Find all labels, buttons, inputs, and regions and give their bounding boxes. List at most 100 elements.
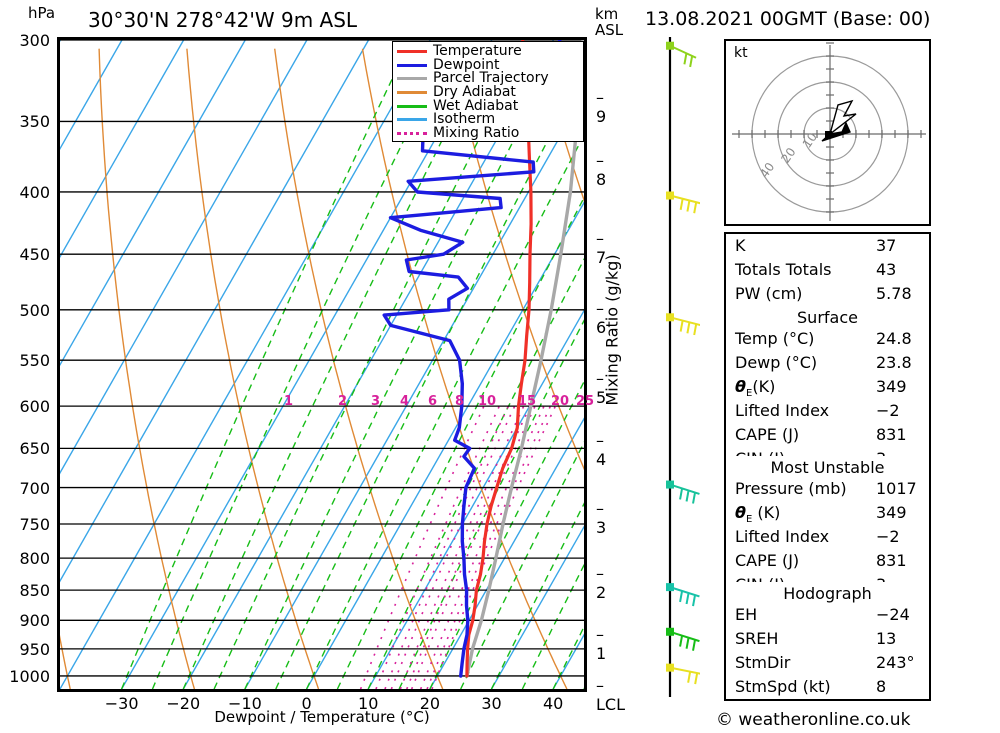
hodograph-unit-label: kt — [734, 45, 748, 61]
height-tick: – 1 — [596, 625, 607, 663]
skewt-grid — [60, 40, 584, 689]
row-label: PW (cm) — [735, 284, 803, 303]
pressure-tick: 800 — [19, 549, 50, 569]
row-label: CAPE (J) — [735, 551, 800, 570]
row-value: 24.8 — [876, 329, 912, 348]
pressure-tick: 550 — [19, 351, 50, 371]
lcl-label: – LCL — [596, 676, 625, 714]
row-value: 13 — [876, 629, 897, 648]
height-unit-label: km ASL — [595, 6, 623, 38]
temperature-tick: 20 — [419, 694, 441, 713]
row-value: 831 — [876, 425, 907, 444]
footer-copyright: © weatheronline.co.uk — [716, 710, 911, 730]
height-tick: – 8 — [596, 151, 607, 189]
table-row: Dewp (°C) 23.8 — [726, 351, 929, 375]
page-title: 30°30'N 278°42'W 9m ASL — [88, 8, 358, 32]
table-row: Lifted Index −2 — [726, 525, 929, 549]
legend-item: Mixing Ratio — [397, 126, 579, 141]
height-unit-asl: ASL — [595, 21, 624, 39]
temperature-tick: −10 — [228, 694, 262, 713]
temperature-tick: 10 — [358, 694, 379, 713]
mixing-ratio-label: 10 — [478, 394, 497, 409]
row-label: Pressure (mb) — [735, 479, 847, 498]
row-label: StmDir — [735, 653, 791, 672]
mixing-ratio-label: 20 — [551, 394, 570, 409]
row-label: CAPE (J) — [735, 425, 800, 444]
hodograph-stats-table: Hodograph EH −24 SREH 13 StmDir 243° StmSpd (kt… — [724, 582, 931, 701]
mixing-ratio-label: 4 — [400, 394, 410, 409]
legend: Temperature Dewpoint Parcel Trajectory Dry … — [392, 41, 584, 142]
mixing-ratio-label: 3 — [371, 394, 381, 409]
mixing-ratio-label: 2 — [338, 394, 348, 409]
pressure-tick: 600 — [19, 397, 50, 417]
legend-label: Isotherm — [433, 111, 496, 128]
table-row: CAPE (J) 831 — [726, 549, 929, 573]
height-tick: – 5 — [596, 369, 607, 407]
surface-table: Surface Temp (°C) 24.8 Dewp (°C) 23.8 θE(K) 34… — [724, 306, 931, 473]
row-label: Temp (°C) — [735, 329, 815, 348]
legend-item: Dry Adiabat — [397, 84, 579, 101]
temperature-tick: 40 — [542, 694, 564, 713]
legend-swatch-dry-adiabat — [397, 91, 427, 95]
table-row: K 37 — [726, 234, 929, 258]
temperature-tick: 30 — [481, 694, 502, 713]
svg-text:40: 40 — [757, 160, 777, 181]
table-row: Pressure (mb) 1017 — [726, 477, 929, 501]
legend-item: Wet Adiabat — [397, 99, 579, 113]
row-label: Lifted Index — [735, 527, 830, 546]
legend-label: Dewpoint — [433, 56, 500, 73]
table-row: PW (cm) 5.78 — [726, 282, 929, 306]
row-value: −24 — [876, 605, 910, 624]
row-value: −2 — [876, 527, 900, 546]
legend-label: Wet Adiabat — [433, 97, 519, 114]
svg-text:20: 20 — [778, 145, 798, 166]
legend-label: Dry Adiabat — [433, 84, 516, 101]
legend-label: Temperature — [433, 43, 522, 60]
date-header: 13.08.2021 00GMT (Base: 00) — [645, 8, 931, 30]
row-value: −2 — [876, 401, 900, 420]
height-tick: – 6 — [596, 299, 607, 337]
height-tick: – 4 — [596, 431, 607, 469]
row-value: 349 — [876, 503, 907, 522]
table-row: Lifted Index −2 — [726, 399, 929, 423]
height-tick: – 9 — [596, 88, 607, 126]
most-unstable-table: Most Unstable Pressure (mb) 1017 θE (K) 349 L… — [724, 456, 931, 599]
table-heading: Hodograph — [783, 584, 872, 603]
row-label: Lifted Index — [735, 401, 830, 420]
legend-swatch-dewpoint — [397, 63, 427, 67]
height-tick: – 3 — [596, 499, 607, 537]
row-value: 1017 — [876, 479, 917, 498]
pressure-tick: 350 — [19, 112, 50, 132]
table-row: StmDir 243° — [726, 651, 929, 675]
row-label: K — [735, 236, 746, 255]
pressure-tick: 950 — [19, 639, 50, 659]
row-label: StmSpd (kt) — [735, 677, 831, 696]
legend-swatch-mixing-ratio — [397, 131, 427, 135]
pressure-unit-label: hPa — [28, 4, 56, 22]
mixing-ratio-label: 25 — [576, 394, 595, 409]
pressure-tick: 650 — [19, 439, 50, 459]
table-row: θE(K) 349 — [726, 375, 929, 399]
legend-swatch-parcel-trajectory — [397, 77, 427, 81]
legend-swatch-wet-adiabat — [397, 104, 427, 108]
legend-item: Isotherm — [397, 111, 579, 128]
legend-item: Parcel Trajectory — [397, 71, 579, 86]
table-row: CAPE (J) 831 — [726, 423, 929, 447]
pressure-tick: 700 — [19, 478, 50, 498]
row-value: 243° — [876, 653, 915, 672]
row-value: 37 — [876, 236, 897, 255]
pressure-tick: 850 — [19, 581, 50, 601]
row-label: Totals Totals — [735, 260, 832, 279]
row-label: Dewp (°C) — [735, 353, 818, 372]
legend-item: Dewpoint — [397, 56, 579, 73]
table-row: EH −24 — [726, 603, 929, 627]
height-tick: – 2 — [596, 564, 607, 602]
temperature-tick: −30 — [104, 694, 139, 713]
pressure-tick: 400 — [19, 182, 50, 202]
row-value: 8 — [876, 677, 887, 696]
legend-item: Temperature — [397, 43, 579, 60]
mixing-ratio-label: 1 — [284, 394, 294, 409]
pressure-tick: 900 — [19, 611, 50, 631]
